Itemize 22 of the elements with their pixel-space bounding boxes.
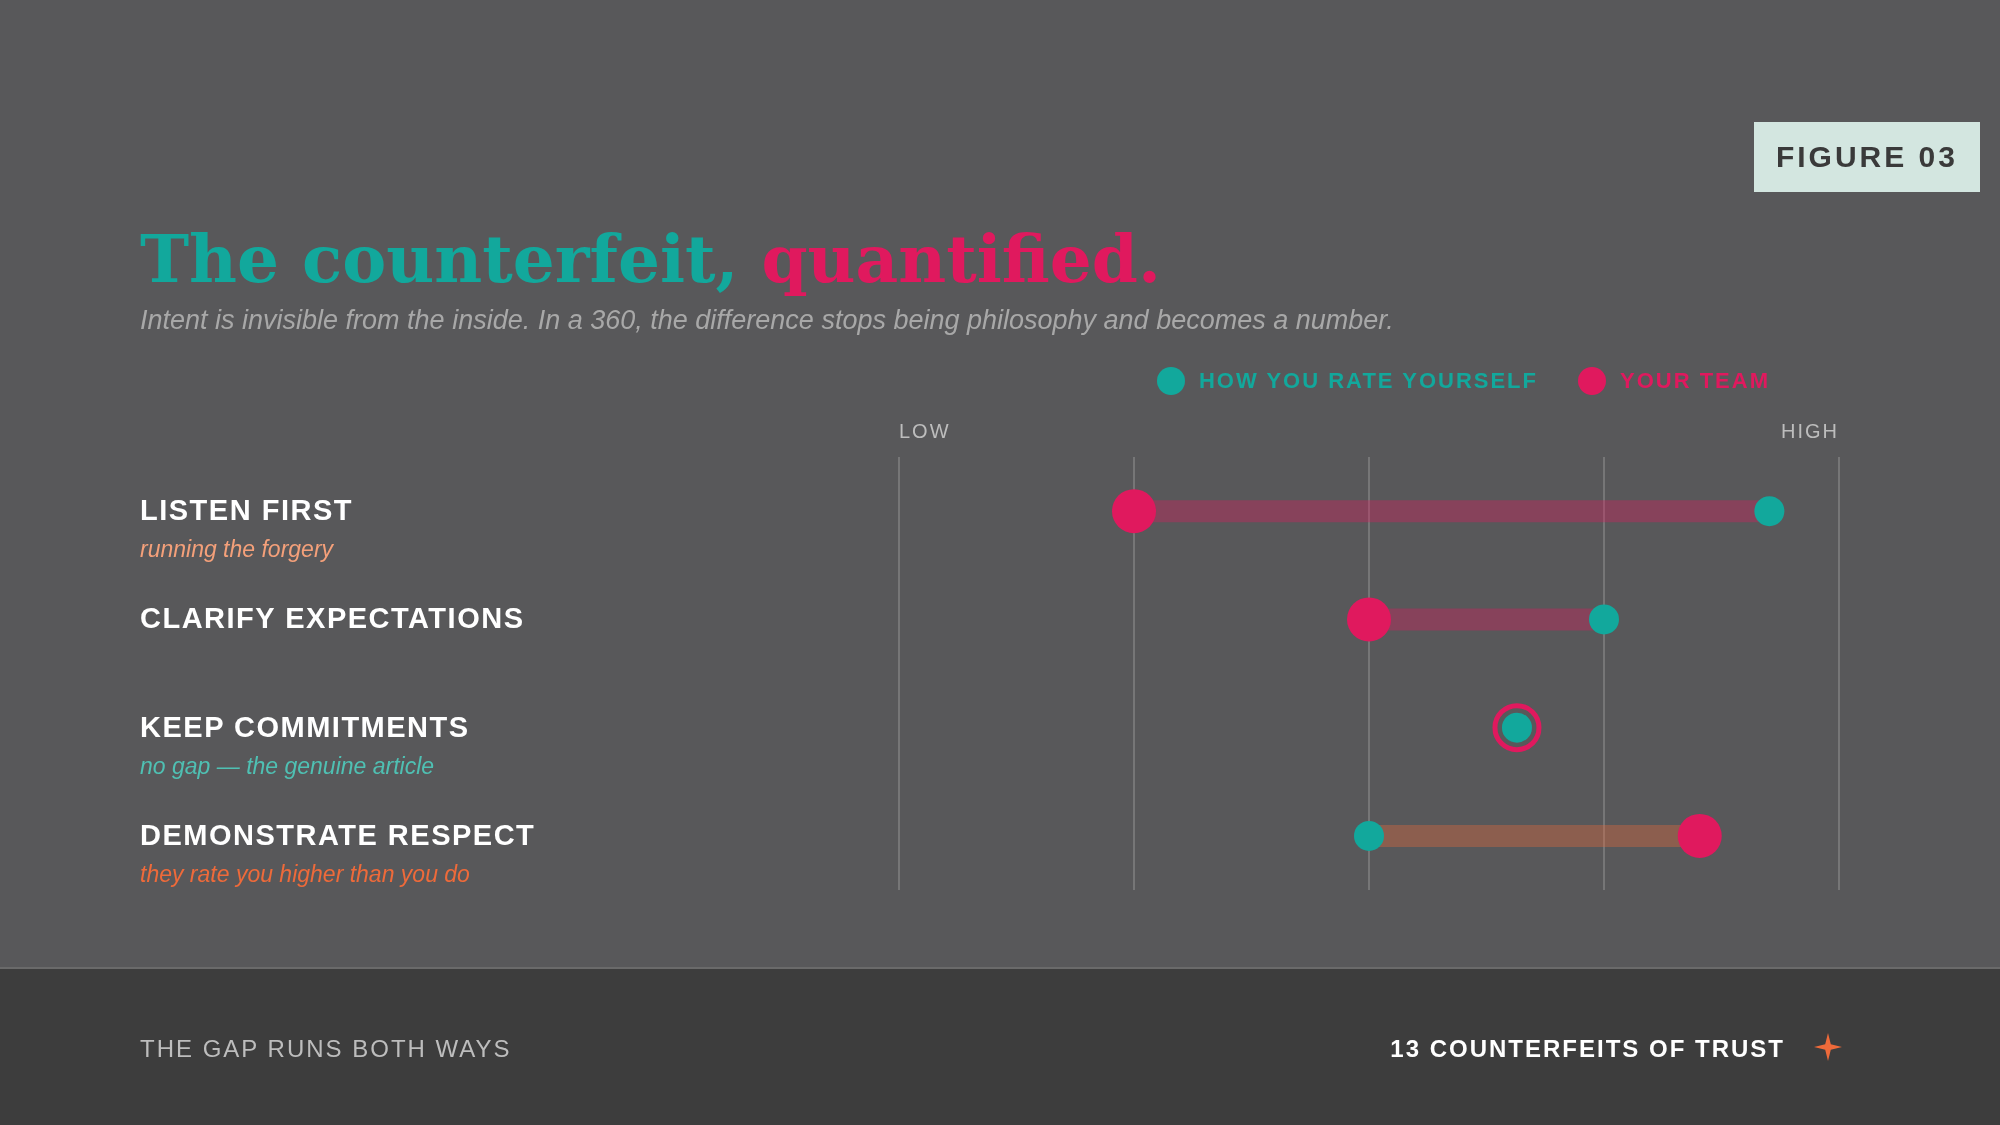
y-tick-label: CLARIFY EXPECTATIONS [140,602,525,636]
y-tick-label: LISTEN FIRST [140,494,353,528]
legend-label: YOUR TEAM [1620,368,1770,394]
chart-title: The counterfeit, quantified. [140,220,1161,298]
y-tick-label: DEMONSTRATE RESPECT [140,818,536,852]
legend-label: HOW YOU RATE YOURSELF [1198,368,1538,394]
text: LOW [899,420,951,443]
text: 13 COUNTERFEITS OF TRUST [1390,1035,1785,1063]
point [1754,496,1785,527]
point [1354,820,1384,851]
text: THE GAP RUNS BOTH WAYS [140,1035,512,1063]
text: no gap — the genuine article [140,752,435,780]
text: running the forgery [140,536,334,564]
caption: FIGURE 03 [1753,122,1980,192]
y-tick-label: KEEP COMMITMENTS [140,710,470,744]
text: HIGH [1781,420,1839,443]
point [1589,604,1619,635]
point [1112,489,1156,534]
point [1677,813,1722,858]
chart-subtitle: Intent is invisible from the inside. In a 360, the difference stops being philosophy and becomes a number. [140,305,1394,336]
point [1347,597,1391,642]
text: they rate you higher than you do [140,860,470,888]
